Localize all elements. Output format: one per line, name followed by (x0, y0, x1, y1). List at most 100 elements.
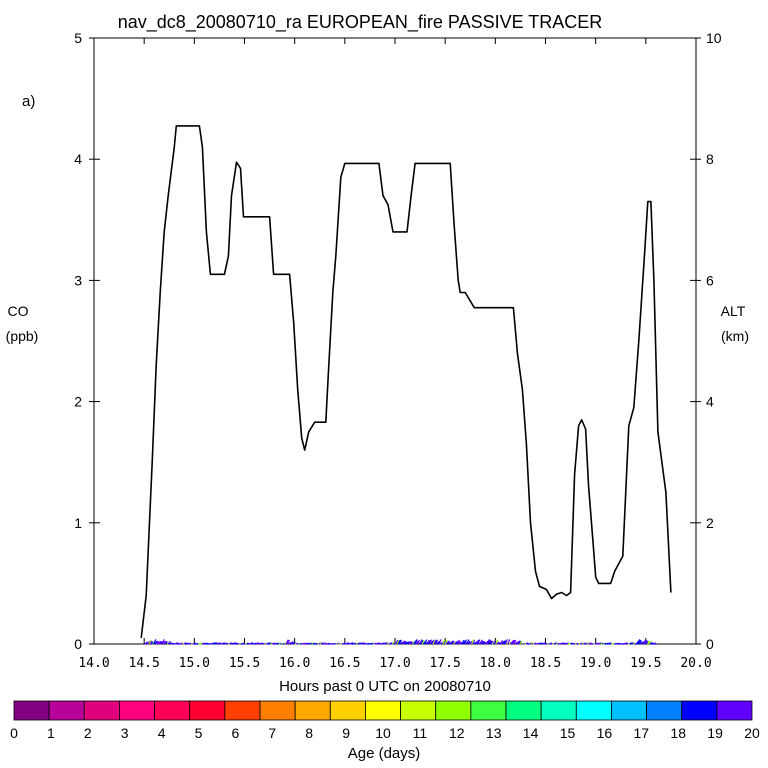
y-left-tick-label: 5 (74, 30, 82, 46)
tracer-point (481, 640, 485, 645)
tracer-point (649, 641, 653, 645)
tracer-point (508, 641, 512, 645)
tracer-point (156, 641, 160, 645)
tracer-point (175, 642, 178, 645)
tracer-point (516, 640, 520, 645)
x-tick-label: 17.0 (379, 656, 410, 671)
tracer-point (469, 640, 473, 645)
tracer-point (229, 642, 232, 645)
tracer-point (589, 642, 592, 645)
tracer-point (176, 642, 179, 645)
tracer-point (164, 640, 168, 645)
tracer-point (477, 639, 481, 645)
colorbar-tick-label: 14 (523, 725, 539, 741)
colorbar-tick-label: 1 (47, 725, 55, 741)
tracer-point (358, 642, 361, 645)
colorbar-swatch (83, 700, 120, 721)
tracer-point (574, 642, 578, 645)
tracer-point (363, 642, 366, 645)
tracer-point (214, 642, 218, 645)
tracer-point (158, 640, 162, 645)
tracer-point (412, 640, 416, 645)
tracer-point (462, 640, 466, 645)
y-left-tick-label: 3 (74, 272, 82, 288)
tracer-point (225, 642, 229, 645)
tracer-point (518, 640, 522, 645)
tracer-point (530, 642, 533, 645)
colorbar-tick-label: 3 (121, 725, 129, 741)
tracer-point (497, 642, 501, 645)
tracer-point (549, 642, 553, 645)
tracer-point (180, 642, 183, 645)
tracer-point (355, 642, 359, 645)
tracer-point (643, 639, 647, 645)
tracer-point (653, 642, 656, 645)
tracer-point (148, 640, 152, 645)
colorbar-swatch (13, 700, 50, 721)
tracer-point (395, 639, 399, 645)
tracer-point (442, 639, 446, 645)
tracer-point (205, 642, 208, 645)
tracer-point (525, 642, 529, 645)
y-left-label-unit: (ppb) (6, 328, 39, 344)
tracer-point (397, 639, 401, 645)
tracer-point (461, 639, 465, 645)
tracer-point (346, 642, 349, 645)
tracer-point (414, 639, 418, 645)
x-tick-label: 14.0 (78, 656, 109, 671)
tracer-point (586, 642, 590, 645)
age-colorbar: 0 1 2 3 4 5 6 7 8 9 10 11 12 13 14 15 16 17 18 19 20 (10, 700, 760, 741)
tracer-point (463, 639, 467, 645)
tracer-point (450, 640, 454, 645)
tracer-point (389, 642, 393, 645)
chart-title: nav_dc8_20080710_ra EUROPEAN_fire PASSIV… (118, 12, 603, 33)
x-tick-label: 18.0 (480, 656, 511, 671)
y-right-tick-label: 2 (706, 515, 714, 531)
colorbar-tick-label: 19 (707, 725, 723, 741)
tracer-point (495, 639, 499, 645)
tracer-point (455, 640, 459, 645)
tracer-point (384, 642, 388, 645)
y-right-label-name: ALT (721, 303, 746, 319)
tracer-point (598, 642, 602, 645)
tracer-point (457, 640, 461, 645)
y-right-tick-label: 8 (706, 151, 714, 167)
tracer-point (277, 642, 281, 645)
tracer-point (234, 642, 237, 645)
tracer-point (347, 642, 350, 645)
tracer-point (320, 642, 324, 645)
tracer-point (539, 642, 543, 645)
colorbar-swatch (400, 700, 437, 721)
colorbar-tick-label: 8 (305, 725, 313, 741)
tracer-point (407, 641, 411, 645)
tracer-point (512, 639, 516, 645)
tracer-point (232, 642, 236, 645)
tracer-point (212, 642, 216, 645)
tracer-point (244, 642, 248, 645)
tracer-point (311, 642, 314, 645)
tracer-point (510, 639, 514, 645)
colorbar-swatch (294, 700, 331, 721)
colorbar-tick-label: 12 (449, 725, 465, 741)
tracer-point (588, 642, 591, 645)
tracer-point (475, 639, 480, 645)
tracer-point (480, 640, 484, 645)
colorbar-swatch (540, 700, 577, 721)
tracer-point (648, 640, 652, 645)
colorbar-tick-label: 15 (560, 725, 576, 741)
tracer-point (427, 639, 431, 645)
colorbar-tick-label: 10 (375, 725, 391, 741)
tracer-point (402, 640, 406, 645)
colorbar-swatch (470, 700, 507, 721)
tracer-point (637, 639, 641, 645)
tracer-point (396, 639, 400, 645)
tracer-point (378, 642, 382, 645)
tracer-point (416, 639, 421, 645)
tracer-point (415, 640, 419, 645)
tracer-point (188, 642, 191, 645)
tracer-point (514, 641, 518, 645)
tracer-point (162, 640, 166, 645)
tracer-point (486, 639, 490, 645)
colorbar-tick-label: 16 (597, 725, 613, 741)
tracer-point (453, 641, 457, 645)
